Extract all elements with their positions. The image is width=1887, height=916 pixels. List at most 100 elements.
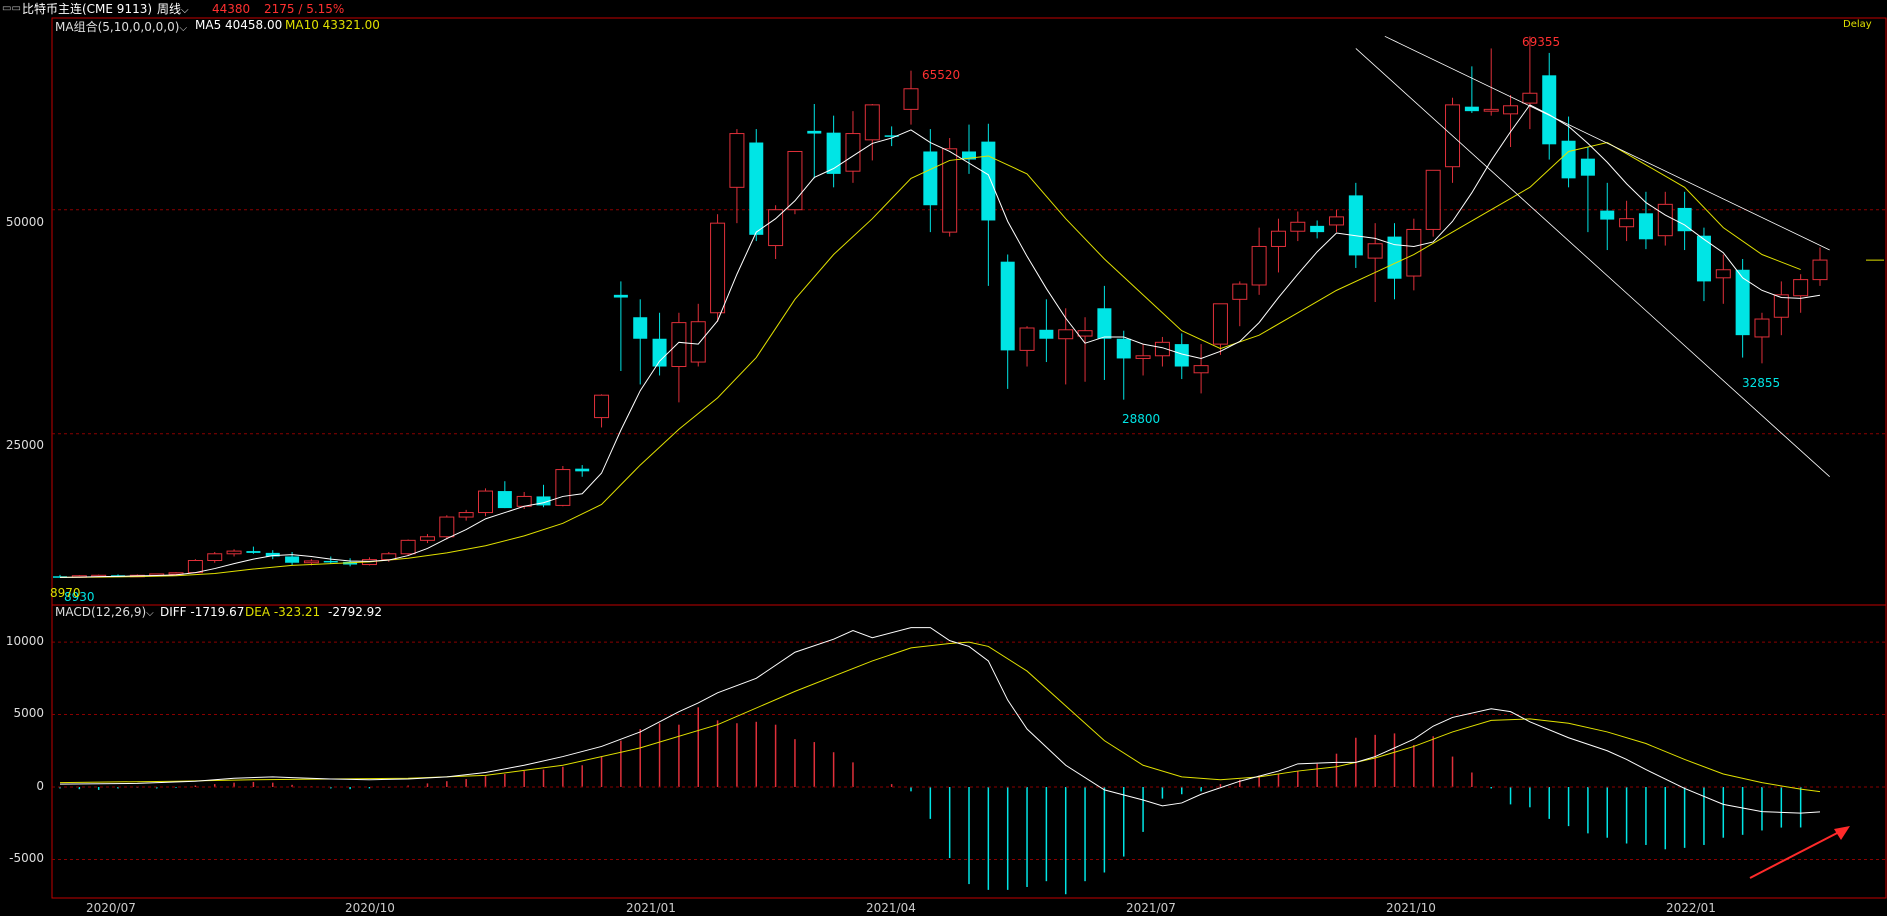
candle-body-up <box>187 560 203 574</box>
candle-body-down <box>1039 329 1054 339</box>
y-tick-label: 0 <box>36 779 44 793</box>
candle-body-up <box>555 469 571 506</box>
candle-body-up <box>710 222 726 314</box>
y-tick-label: 50000 <box>5 215 44 229</box>
high-annotation: 65520 <box>922 68 961 82</box>
candle-body-down <box>536 496 551 506</box>
dea-value: DEA -323.21 <box>245 605 321 619</box>
candle-body-down <box>1097 308 1112 339</box>
candle-body-down <box>1580 158 1595 176</box>
candle-body-up <box>1193 365 1209 374</box>
ma5-line <box>59 104 1821 578</box>
candle-body-up <box>1367 243 1383 259</box>
candle-body-down <box>1696 235 1711 282</box>
candle-body-up <box>1812 259 1828 281</box>
candle-body-down <box>1174 344 1189 367</box>
candle-body-down <box>265 552 280 557</box>
candle-body-down <box>1638 213 1653 240</box>
candle-body-up <box>207 553 223 562</box>
period-selector[interactable]: 周线⌵ <box>157 1 189 19</box>
candle-body-up <box>1154 341 1170 357</box>
price-panel-frame <box>51 17 1887 606</box>
candle-body-up <box>594 394 610 419</box>
candle-body-up <box>226 550 242 555</box>
x-tick-label: 2021/01 <box>626 901 676 915</box>
candle-body-up <box>516 495 532 507</box>
period-label: 周线 <box>157 2 182 16</box>
candle-body-up <box>1290 221 1306 232</box>
candle-body-up <box>477 490 493 514</box>
candle-body-down <box>323 560 338 563</box>
ma-title: MA组合(5,10,0,0,0,0) <box>55 20 180 34</box>
candle-body-down <box>1348 195 1363 256</box>
candle-body-down <box>575 468 590 472</box>
x-tick-label: 2021/04 <box>866 901 916 915</box>
candle-body-up <box>1058 329 1074 340</box>
trend-line <box>1384 35 1830 251</box>
high-annotation: 69355 <box>1522 35 1561 49</box>
candle-body-up <box>1270 230 1286 247</box>
candle-body-down <box>1677 207 1692 232</box>
candle-body-down <box>1735 269 1750 336</box>
candle-body-up <box>419 536 435 541</box>
candle-body-up <box>303 560 319 564</box>
y-tick-label: 5000 <box>13 706 44 720</box>
instrument-title[interactable]: 比特币主连(CME 9113) <box>22 2 153 16</box>
candle-body-down <box>1387 236 1402 279</box>
arrow-head-icon <box>1834 826 1850 840</box>
candle-body-up <box>1503 105 1519 115</box>
y-tick-label: 25000 <box>5 438 44 452</box>
candle-body-up <box>1251 245 1267 286</box>
candle-body-down <box>1310 225 1325 233</box>
x-tick-label: 2022/01 <box>1666 901 1716 915</box>
delay-label: Delay <box>1843 19 1872 30</box>
chevron-down-icon: ⌵ <box>179 23 188 34</box>
candle-body-up <box>1715 269 1731 279</box>
candle-body-up <box>1483 108 1499 112</box>
candle-body-up <box>1773 294 1789 318</box>
x-tick-label: 2020/07 <box>86 901 136 915</box>
window-menu-icon[interactable]: ▭▭ <box>2 3 21 14</box>
candle-body-up <box>1019 327 1035 351</box>
candle-body-up <box>1425 169 1441 230</box>
macd-selector[interactable]: MACD(12,26,9)⌵ <box>55 605 154 619</box>
candle-body-down <box>1000 261 1015 351</box>
y-tick-label: 10000 <box>5 634 44 648</box>
x-tick-label: 2021/07 <box>1126 901 1176 915</box>
candle-body-down <box>826 132 841 174</box>
macd-title: MACD(12,26,9) <box>55 605 147 619</box>
candle-body-up <box>1406 228 1422 277</box>
chart-header: ▭▭ 比特币主连(CME 9113) 周线⌵ 44380 2175 / 5.15… <box>0 0 1887 18</box>
candle-body-up <box>1135 355 1151 359</box>
candle-body-up <box>439 516 455 538</box>
chevron-down-icon: ⌵ <box>146 608 154 619</box>
dea-line <box>59 641 1821 793</box>
ma-selector[interactable]: MA组合(5,10,0,0,0,0)⌵ <box>55 18 187 35</box>
chevron-down-icon: ⌵ <box>181 5 189 16</box>
candle-body-down <box>1542 75 1557 145</box>
candle-body-up <box>400 539 416 555</box>
low-annotation: 32855 <box>1742 376 1781 390</box>
ma10-value: MA10 43321.00 <box>285 18 380 32</box>
candle-body-down <box>497 491 512 509</box>
candle-body-up <box>1212 303 1228 345</box>
candle-body-down <box>981 141 996 221</box>
candle-body-up <box>671 322 687 368</box>
candle-body-up <box>1657 203 1673 237</box>
candle-body-up <box>729 133 745 188</box>
candle-body-down <box>749 142 764 235</box>
candle-body-down <box>613 294 628 298</box>
candle-body-up <box>458 512 474 518</box>
candle-body-down <box>246 551 261 553</box>
ma5-value: MA5 40458.00 <box>195 18 283 32</box>
low-annotation: 8930 <box>64 590 95 604</box>
candle-body-up <box>1754 318 1770 338</box>
macd-value: -2792.92 <box>328 605 382 619</box>
candle-body-up <box>864 104 880 141</box>
price-change: 2175 / 5.15% <box>264 2 345 16</box>
candle-body-down <box>1464 106 1479 112</box>
candle-body-up <box>942 148 958 233</box>
trend-line <box>1355 48 1830 478</box>
candle-body-down <box>1116 338 1131 359</box>
